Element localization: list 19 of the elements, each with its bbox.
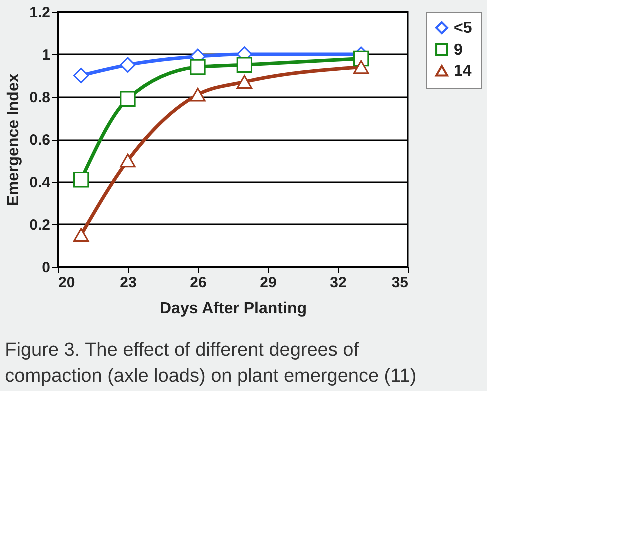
y-tick-label: 0.8 bbox=[30, 90, 50, 106]
y-tick-label: 1 bbox=[42, 47, 50, 64]
x-tick-label: 32 bbox=[330, 274, 347, 292]
legend-label: 9 bbox=[454, 42, 463, 59]
x-axis-title: Days After Planting bbox=[160, 300, 307, 318]
x-tick-label: 23 bbox=[120, 274, 137, 292]
x-tick-label: 20 bbox=[58, 274, 76, 292]
y-tick-label: 1.2 bbox=[30, 4, 50, 22]
y-tick-label: 0.6 bbox=[30, 132, 50, 149]
x-tick-label: 26 bbox=[190, 274, 207, 292]
y-tick-label: 0.2 bbox=[30, 217, 50, 234]
x-tick-label: 29 bbox=[260, 274, 277, 292]
legend-label: <5 bbox=[454, 20, 472, 37]
y-tick-label: 0 bbox=[42, 260, 50, 276]
legend-label: 14 bbox=[454, 63, 472, 80]
caption: Figure 3. The effect of different degrees of compaction (axle loads) on plant emergence (11) bbox=[5, 340, 417, 387]
y-axis-title: Emergence Index bbox=[6, 74, 23, 206]
x-tick-label: 35 bbox=[392, 274, 408, 292]
y-tick-label: 0.4 bbox=[30, 174, 52, 192]
